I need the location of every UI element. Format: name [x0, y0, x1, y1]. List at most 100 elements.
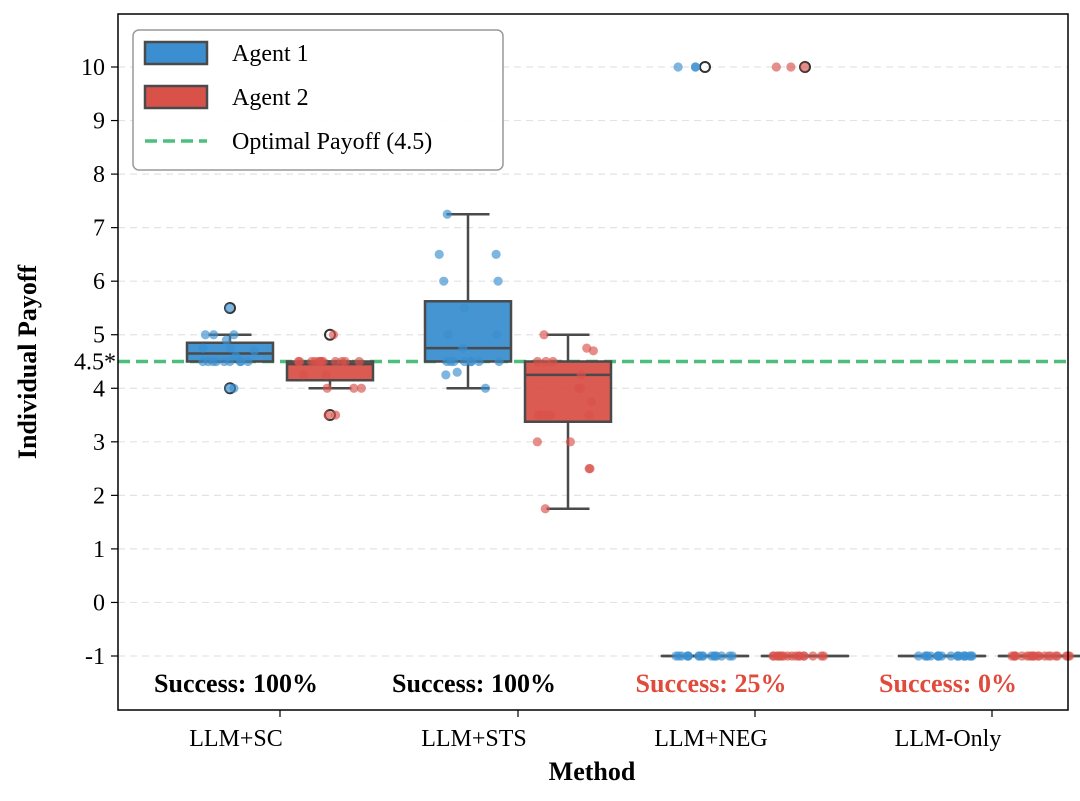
- agent1-data-point: [671, 651, 681, 661]
- agent2-data-point: [540, 504, 550, 514]
- agent1-data-point: [682, 651, 692, 661]
- agent2-data-point: [532, 356, 543, 367]
- x-axis-ticks: LLM+SC LLM+STS LLM+NEG LLM-Only: [189, 710, 1001, 752]
- agent1-data-point: [446, 356, 456, 367]
- agent2-data-point: [585, 463, 595, 474]
- agent2-data-point: [330, 356, 341, 367]
- y-tick-label: 8: [93, 162, 105, 188]
- agent2-data-point: [808, 651, 818, 661]
- agent2-data-point: [541, 356, 551, 367]
- agent1-data-point: [236, 356, 246, 367]
- agent2-data-point: [321, 370, 331, 380]
- legend-label: Agent 1: [232, 41, 309, 67]
- legend-label: Agent 2: [232, 85, 309, 111]
- agent2-data-point: [316, 356, 326, 367]
- agent2-data-point: [323, 410, 333, 420]
- jitter-points: [198, 62, 1075, 661]
- agent1-data-point: [224, 303, 234, 313]
- agent2-data-point: [548, 356, 558, 367]
- agent1-data-point: [459, 356, 470, 367]
- agent1-data-point: [913, 651, 924, 661]
- y-tick-label: 9: [93, 109, 105, 135]
- y-tick-label: -1: [85, 644, 105, 670]
- legend: Agent 1 Agent 2 Optimal Payoff (4.5): [132, 29, 504, 171]
- agent1-data-point: [946, 651, 956, 661]
- success-labels: Success: 100% Success: 100% Success: 25% Su…: [154, 669, 1017, 698]
- agent2-data-point: [299, 370, 309, 380]
- legend-swatch-agent2: [143, 84, 209, 110]
- success-label: Success: 0%: [879, 669, 1017, 698]
- agent2-data-point: [573, 383, 583, 393]
- x-tick-label: LLM-Only: [895, 726, 1002, 752]
- y-tick-label: 3: [93, 430, 105, 456]
- y-tick-label: 4: [93, 376, 105, 402]
- agent1-data-point: [953, 651, 963, 661]
- agent1-data-point: [243, 356, 253, 367]
- y-tick-label: 7: [93, 216, 105, 242]
- agent1-data-point: [200, 330, 210, 340]
- y-tick-label: 5: [93, 323, 105, 349]
- agent1-data-point: [724, 651, 735, 661]
- y-tick-label: 2: [93, 483, 105, 509]
- agent2-data-point: [539, 330, 549, 340]
- agent1-data-point: [933, 651, 943, 661]
- agent2-data-point: [794, 651, 805, 661]
- agent2-data-point: [532, 437, 542, 447]
- agent1-data-point: [443, 330, 453, 340]
- x-tick-label: LLM+SC: [189, 726, 283, 752]
- agent1-data-point: [198, 343, 208, 353]
- agent2-data-point: [584, 410, 594, 420]
- agent2-data-point: [356, 383, 366, 393]
- y-tick-label: 1: [93, 537, 105, 563]
- agent1-data-point: [494, 356, 504, 367]
- agent1-data-point: [225, 356, 235, 367]
- agent2-data-point: [787, 651, 797, 661]
- agent2-data-point: [1017, 651, 1027, 661]
- agent1-data-point: [203, 356, 213, 367]
- agent1-data-point: [466, 356, 476, 367]
- agent1-data-point: [224, 383, 234, 393]
- success-label: Success: 100%: [392, 669, 556, 698]
- plot-border: [117, 13, 1069, 711]
- agent1-data-point: [493, 276, 503, 286]
- success-label: Success: 25%: [636, 669, 787, 698]
- agent2-data-point: [330, 410, 341, 420]
- agent1-data-point: [209, 330, 219, 340]
- agent1-data-point: [458, 343, 468, 353]
- agent1-data-point: [229, 330, 239, 340]
- agent1-data-point: [439, 276, 449, 286]
- agent1-data-point: [922, 651, 932, 661]
- y-axis-label: Individual Payoff: [13, 264, 42, 459]
- agent2-data-point: [293, 356, 304, 367]
- agent2-data-point: [768, 651, 779, 661]
- agent2-data-point: [800, 62, 810, 72]
- x-axis-label: Method: [549, 757, 636, 786]
- agent2-data-point: [328, 330, 339, 340]
- agent2-data-point: [354, 356, 364, 367]
- agent1-data-point: [452, 367, 462, 377]
- y-axis-ticks: -1 0 1 2 3 4 5 6 7 8 9 10: [81, 55, 118, 670]
- agent1-data-point: [474, 356, 484, 367]
- agent2-data-point: [1029, 651, 1039, 661]
- agent1-data-point: [249, 346, 259, 356]
- agent1-data-point: [690, 62, 701, 72]
- agent2-data-point: [771, 62, 781, 72]
- legend-box: [132, 29, 504, 171]
- agent2-data-point: [322, 383, 332, 393]
- agent1-data-point: [492, 330, 502, 340]
- agent1-data-point: [442, 209, 452, 219]
- agent2-data-point: [565, 437, 575, 447]
- agent1-data-point: [221, 335, 231, 345]
- agent2-data-point: [816, 651, 827, 661]
- agent1-data-point: [709, 651, 720, 661]
- agent1-data-point: [441, 370, 451, 380]
- legend-swatch-agent1: [143, 40, 209, 66]
- agent2-data-point: [775, 651, 785, 661]
- outlier-marker: [799, 61, 811, 73]
- agent1-data-point: [459, 303, 470, 313]
- agent2-data-point: [536, 410, 546, 420]
- y-tick-label: 0: [93, 590, 105, 616]
- agent1-data-point: [434, 249, 444, 260]
- agent1-data-point: [960, 651, 970, 661]
